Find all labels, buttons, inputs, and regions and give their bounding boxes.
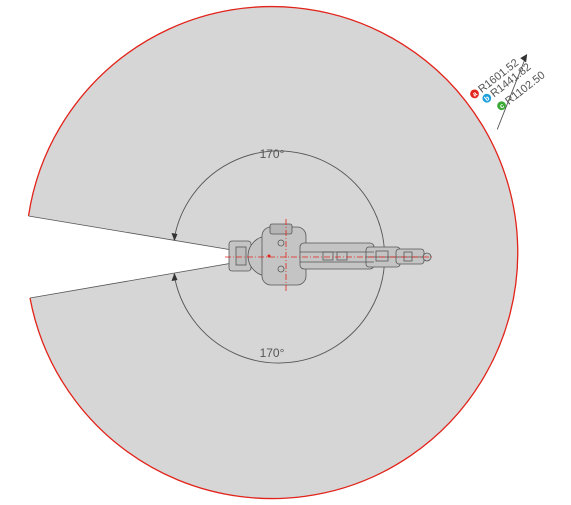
- rotation-center: [267, 254, 271, 258]
- robot-forearm: [395, 248, 425, 265]
- badge-c-letter: c: [498, 102, 505, 110]
- detail-slot: [375, 250, 389, 262]
- radius-leader-line: [496, 55, 527, 130]
- sector-edge-lower: [29, 259, 251, 299]
- badge-a-icon: [470, 89, 479, 99]
- robot-shoulder-cap: [269, 223, 293, 235]
- badge-b-letter: b: [484, 95, 492, 103]
- detail-bolt: [277, 239, 285, 247]
- sector-edge-upper: [28, 215, 251, 254]
- badge-c-icon: [497, 101, 506, 111]
- radius-callouts: a R1601.52 b R1441.82 c R1102.50: [470, 54, 548, 130]
- detail-slot: [403, 251, 413, 262]
- robot-base-mount: [235, 246, 247, 266]
- detail-slot: [322, 251, 334, 261]
- badge-b-icon: [482, 93, 492, 103]
- outer-reach-boundary: [27, 5, 519, 500]
- badge-a-letter: a: [471, 91, 478, 99]
- arrowhead-lower-icon: [171, 273, 178, 281]
- detail-bolt: [277, 265, 285, 273]
- arrowhead-upper-icon: [171, 233, 178, 241]
- detail-slot: [336, 251, 348, 261]
- angle-label-top: 170°: [260, 147, 285, 161]
- angle-label-bottom: 170°: [260, 346, 285, 360]
- radius-leader-arrow-icon: [520, 54, 528, 63]
